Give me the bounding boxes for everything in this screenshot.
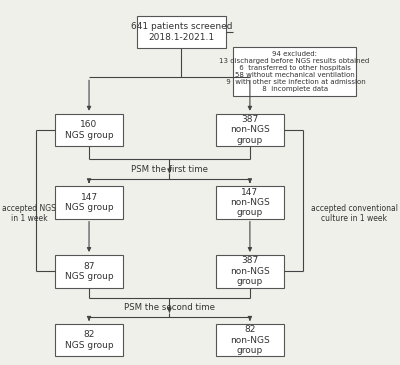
Text: 147
NGS group: 147 NGS group [65,193,113,212]
Text: 82
non-NGS
group: 82 non-NGS group [230,325,270,355]
FancyBboxPatch shape [233,47,356,96]
Text: 160
NGS group: 160 NGS group [65,120,113,140]
Text: PSM the first time: PSM the first time [131,165,208,174]
FancyBboxPatch shape [55,324,123,356]
Text: accepted conventional
culture in 1 week: accepted conventional culture in 1 week [311,204,398,223]
Text: 387
non-NGS
group: 387 non-NGS group [230,115,270,145]
Text: 87
NGS group: 87 NGS group [65,262,113,281]
FancyBboxPatch shape [137,16,226,49]
Text: 387
non-NGS
group: 387 non-NGS group [230,256,270,286]
Text: 641 patients screened
2018.1-2021.1: 641 patients screened 2018.1-2021.1 [131,23,232,42]
FancyBboxPatch shape [55,255,123,288]
FancyBboxPatch shape [216,324,284,356]
FancyBboxPatch shape [55,114,123,146]
Text: accepted NGS
in 1 week: accepted NGS in 1 week [2,204,56,223]
Text: 82
NGS group: 82 NGS group [65,330,113,350]
Text: PSM the second time: PSM the second time [124,303,215,312]
Text: 94 excluded:
13 discharged before NGS results obtained
 6  transferred to other : 94 excluded: 13 discharged before NGS re… [219,51,370,92]
FancyBboxPatch shape [216,255,284,288]
Text: 147
non-NGS
group: 147 non-NGS group [230,188,270,217]
FancyBboxPatch shape [216,186,284,219]
FancyBboxPatch shape [216,114,284,146]
FancyBboxPatch shape [55,186,123,219]
